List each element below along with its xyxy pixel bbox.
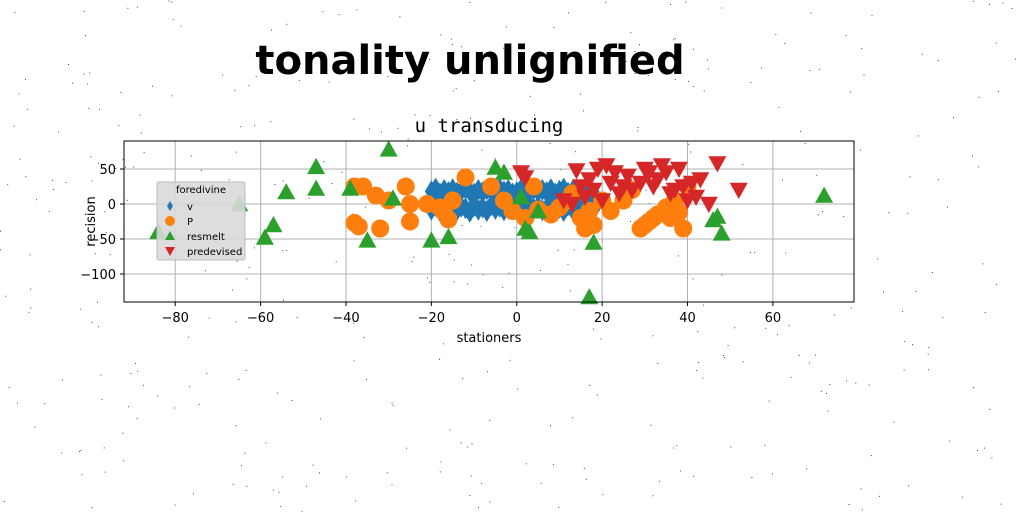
data-point: [350, 217, 368, 235]
data-point: [439, 228, 457, 244]
legend-entry-label: resmelt: [187, 232, 225, 243]
data-point: [700, 197, 718, 213]
x-tick-label: −40: [332, 311, 359, 326]
data-point: [380, 140, 398, 156]
x-tick-label: 40: [679, 311, 696, 326]
data-point: [482, 178, 500, 196]
data-point: [674, 220, 692, 238]
x-axis-label: stationers: [457, 331, 522, 346]
data-point: [307, 158, 325, 174]
data-point: [277, 183, 295, 199]
x-tick-label: −80: [162, 311, 189, 326]
y-tick-label: −100: [80, 268, 116, 283]
data-point: [397, 178, 415, 196]
data-point: [401, 195, 419, 213]
series-resmelt: [149, 140, 833, 304]
chart-title: u transducing: [415, 115, 564, 137]
x-tick-label: −20: [418, 311, 445, 326]
x-tick-label: −60: [247, 311, 274, 326]
data-points: [149, 140, 833, 304]
data-point: [264, 216, 282, 232]
data-point: [730, 183, 748, 199]
legend-title: foredivine: [176, 185, 226, 196]
legend-marker: [165, 216, 175, 226]
data-point: [444, 192, 462, 210]
x-tick-label: 0: [513, 311, 521, 326]
y-axis-label: recision: [84, 196, 99, 246]
data-point: [439, 210, 457, 228]
data-point: [371, 220, 389, 238]
data-point: [670, 203, 688, 221]
data-point: [670, 162, 688, 178]
x-tick-label: 20: [594, 311, 611, 326]
data-point: [307, 180, 325, 196]
legend-entry-label: P: [187, 217, 193, 228]
y-tick-label: 50: [99, 163, 116, 178]
legend-entry-label: predevised: [187, 247, 242, 258]
data-point: [401, 213, 419, 231]
data-point: [568, 163, 586, 179]
data-point: [457, 168, 475, 186]
data-point: [815, 187, 833, 203]
data-point: [708, 156, 726, 172]
x-tick-label: 60: [765, 311, 782, 326]
x-axis-ticks: −80 −60 −40 −20 0 20 40 60: [162, 302, 782, 326]
y-tick-label: 0: [108, 198, 116, 213]
legend-entry-label: v: [187, 202, 193, 213]
data-point: [585, 216, 603, 234]
